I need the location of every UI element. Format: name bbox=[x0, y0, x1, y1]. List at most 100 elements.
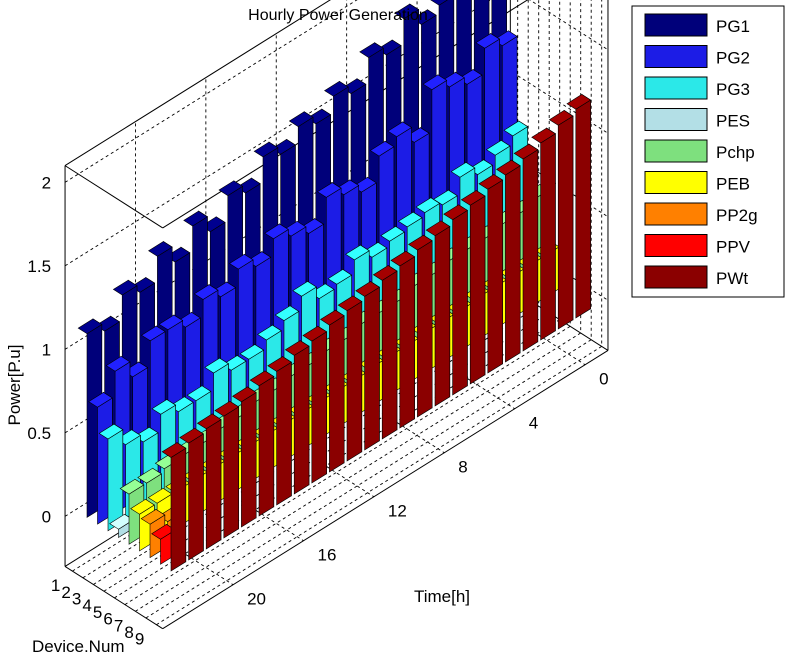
bar-PWt-h15 bbox=[302, 325, 328, 484]
bar-top bbox=[430, 0, 448, 6]
bar-top bbox=[105, 355, 131, 372]
time-tick-label: 20 bbox=[247, 590, 266, 609]
front-axis-line bbox=[162, 349, 609, 630]
grid-line-device bbox=[145, 0, 592, 619]
bar-top bbox=[239, 344, 265, 360]
bar-front bbox=[170, 447, 187, 572]
bar-top bbox=[327, 269, 353, 285]
legend-entry-PWt: PWt bbox=[644, 265, 748, 289]
legend-entry-PES: PES bbox=[644, 108, 750, 131]
bar-top bbox=[140, 509, 166, 525]
bar-top bbox=[394, 3, 420, 20]
bar-top bbox=[98, 423, 124, 440]
bar-top bbox=[548, 110, 574, 126]
bar-PWt-h11 bbox=[372, 264, 398, 440]
bar-front bbox=[329, 315, 345, 473]
bar-top bbox=[109, 513, 134, 530]
bar-front bbox=[293, 345, 310, 495]
bar-front bbox=[575, 99, 591, 319]
grid-line-device bbox=[124, 0, 571, 605]
bar-top bbox=[359, 42, 384, 58]
device-tick-label: 3 bbox=[72, 590, 81, 609]
bar-top bbox=[320, 309, 345, 326]
bar-top bbox=[228, 253, 254, 270]
legend-swatch bbox=[644, 139, 708, 163]
bar-top bbox=[147, 487, 173, 504]
bar-front bbox=[223, 406, 239, 539]
bar-top bbox=[422, 74, 448, 91]
legend-swatch bbox=[644, 265, 708, 289]
bar-front bbox=[276, 361, 292, 506]
bar-top bbox=[324, 81, 349, 97]
bar-top bbox=[355, 281, 380, 297]
legend-label: PG3 bbox=[716, 80, 750, 99]
z-tick-label: 0 bbox=[42, 507, 51, 526]
bar-top bbox=[183, 210, 208, 227]
device-tick-label: 4 bbox=[82, 596, 91, 615]
legend-entry-Pchp: Pchp bbox=[644, 139, 755, 163]
bar-front bbox=[188, 433, 204, 561]
bar-front bbox=[205, 419, 222, 550]
z-tick-label: 1 bbox=[42, 340, 51, 359]
bar-front bbox=[258, 375, 275, 517]
bar-front bbox=[364, 286, 380, 451]
bar-front bbox=[522, 149, 539, 352]
bar-PWt-h8 bbox=[425, 220, 451, 407]
chart-title: Hourly Power Generation bbox=[248, 7, 428, 24]
bar-top bbox=[88, 392, 113, 408]
box-edge bbox=[162, 0, 529, 229]
bar-PWt-h14 bbox=[320, 309, 345, 473]
bar-top bbox=[387, 121, 413, 138]
bar-PWt-h7 bbox=[443, 204, 468, 396]
bar-PWt-h0 bbox=[566, 93, 592, 319]
bar-top bbox=[161, 442, 187, 458]
legend-label: PG1 bbox=[716, 17, 750, 36]
bar-front bbox=[434, 225, 451, 407]
bar-front bbox=[381, 270, 398, 440]
bar-top bbox=[151, 399, 177, 415]
bar-top bbox=[478, 174, 504, 190]
bar-front bbox=[107, 429, 124, 532]
bar-top bbox=[249, 370, 275, 387]
legend-swatch bbox=[644, 171, 708, 194]
z-tick-label: 0.5 bbox=[27, 424, 51, 443]
bar-top bbox=[204, 357, 229, 374]
bar-front bbox=[452, 209, 468, 396]
bar-top bbox=[513, 143, 539, 160]
bar-front bbox=[557, 115, 574, 330]
bar-top bbox=[475, 33, 501, 49]
bar-top bbox=[214, 400, 240, 417]
legend-swatch bbox=[644, 234, 708, 257]
bar-top bbox=[566, 94, 592, 110]
box-edge bbox=[64, 165, 163, 229]
device-tick-label: 8 bbox=[124, 623, 133, 642]
time-tick-label: 8 bbox=[458, 458, 467, 477]
bar-top bbox=[158, 314, 184, 331]
bar-PWt-h19 bbox=[232, 386, 257, 528]
bar-top bbox=[137, 467, 162, 484]
legend-label: PES bbox=[716, 112, 750, 131]
z-axis-label: Power[P.u] bbox=[5, 345, 24, 426]
bar-top bbox=[284, 340, 310, 356]
bar-top bbox=[119, 478, 145, 495]
bar-top bbox=[196, 413, 222, 430]
bar-PWt-h23 bbox=[161, 442, 187, 572]
legend-entry-PPV: PPV bbox=[644, 234, 751, 257]
bars-group bbox=[77, 0, 592, 572]
bar-PWt-h13 bbox=[337, 295, 363, 462]
grid-line-device bbox=[156, 0, 603, 626]
bar-top bbox=[408, 234, 433, 251]
time-tick-label: 0 bbox=[599, 370, 608, 389]
bar-top bbox=[415, 197, 441, 213]
legend-swatch bbox=[644, 13, 708, 37]
bar-front bbox=[417, 240, 433, 418]
device-tick-label: 7 bbox=[114, 616, 123, 635]
bar-front bbox=[399, 256, 415, 429]
z-tick-label: 2 bbox=[42, 173, 51, 192]
bar-front bbox=[346, 300, 363, 462]
bar-top bbox=[503, 120, 529, 137]
bar-top bbox=[345, 244, 370, 261]
legend-entry-PG1: PG1 bbox=[644, 13, 750, 37]
bar-PWt-h6 bbox=[460, 189, 486, 385]
